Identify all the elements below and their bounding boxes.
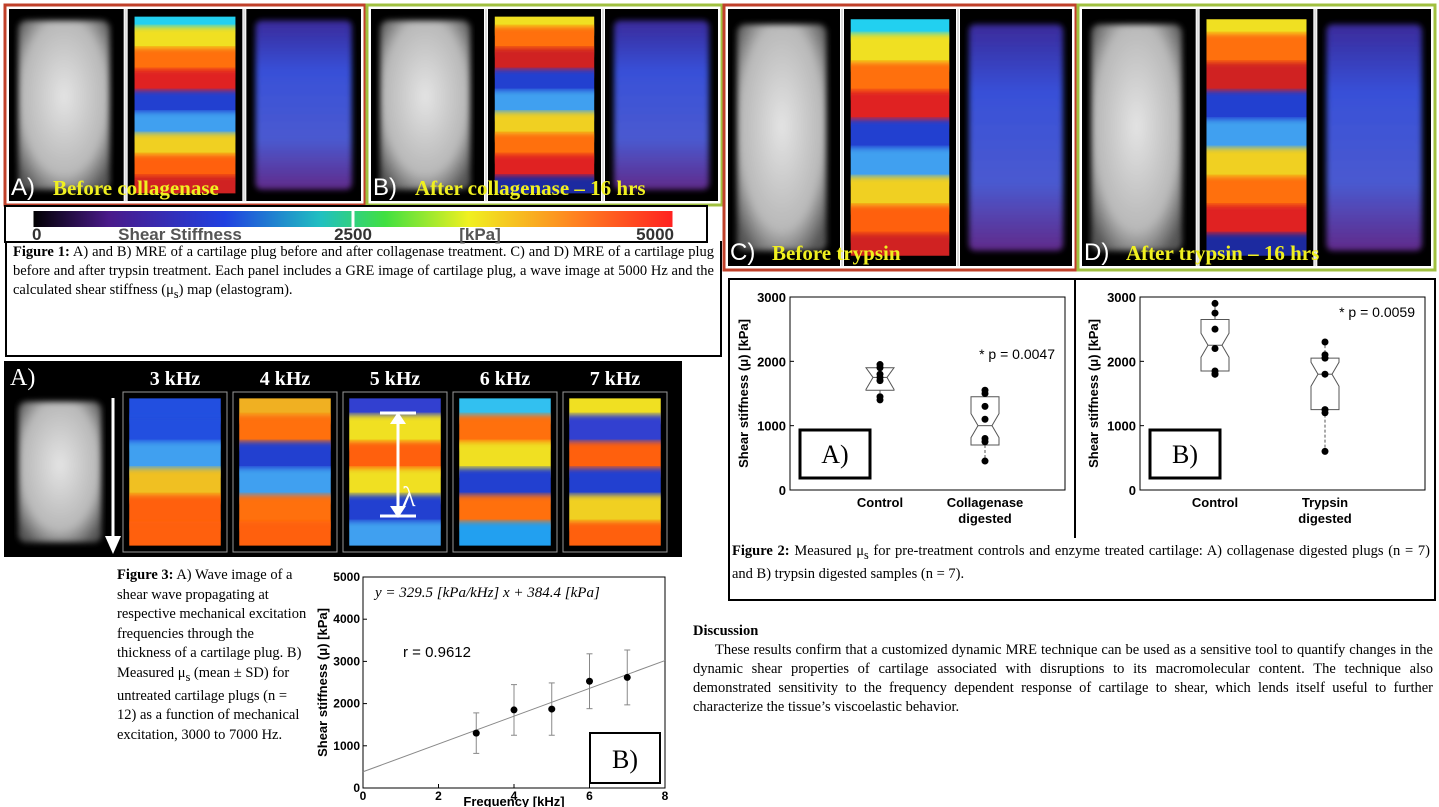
y-tick-label: 1000	[333, 739, 360, 753]
elastogram	[969, 24, 1063, 250]
y-axis-label: Shear stiffness (μ) [kPa]	[315, 608, 330, 757]
frequency-label: 6 kHz	[480, 368, 531, 390]
caption-label: Figure 2:	[732, 543, 790, 559]
panel-label: After trypsin – 16 hrs	[1126, 241, 1319, 265]
frequency-label: 7 kHz	[590, 368, 641, 390]
x-tick-label: 2	[435, 789, 442, 803]
lambda-symbol: λ	[402, 482, 416, 513]
data-point	[511, 706, 518, 713]
data-point	[624, 674, 631, 681]
frequency-label: 3 kHz	[150, 368, 201, 390]
gre-image	[737, 24, 827, 250]
panel-letter: B)	[612, 745, 638, 774]
figure1-caption: Figure 1: A) and B) MRE of a cartilage p…	[5, 241, 722, 357]
x-tick-label: 0	[360, 789, 367, 803]
data-point	[586, 678, 593, 685]
caption-text: Measured μ	[790, 543, 864, 559]
gre-image	[18, 402, 101, 543]
gre-image	[1091, 24, 1182, 250]
wave-image	[1200, 5, 1314, 270]
gre-image	[18, 21, 110, 190]
data-point	[548, 706, 555, 713]
elastogram	[256, 21, 352, 190]
panel-label: After collagenase – 16 hrs	[415, 176, 646, 200]
panel-letter: A)	[10, 365, 35, 391]
panel-letter: A)	[11, 174, 35, 201]
caption-text: A) and B) MRE of a cartilage plug before…	[13, 244, 714, 298]
panel-letter: C)	[730, 239, 755, 266]
page: {"figure1":{"panels":[{"letter":"A)","la…	[0, 0, 1439, 807]
caption-text: ) map (elastogram).	[179, 282, 293, 298]
wave-image	[488, 5, 601, 205]
x-axis-label: Frequency [kHz]	[463, 794, 564, 807]
discussion-title: Discussion	[693, 622, 1433, 641]
y-tick-label: 2000	[333, 697, 360, 711]
discussion-text: These results confirm that a customized …	[693, 641, 1433, 717]
frequency-label: 5 kHz	[370, 368, 421, 390]
caption-label: Figure 3:	[117, 567, 174, 583]
data-point	[473, 730, 480, 737]
y-tick-label: 0	[353, 781, 360, 795]
equation: y = 329.5 [kPa/kHz] x + 384.4 [kPa]	[373, 585, 600, 601]
elastogram	[614, 21, 709, 190]
y-tick-label: 4000	[333, 612, 360, 626]
panel-label: Before collagenase	[53, 176, 219, 200]
panel-letter: D)	[1084, 239, 1109, 266]
figure3-caption: Figure 3: A) Wave image of a shear wave …	[117, 566, 309, 745]
y-tick-label: 3000	[333, 654, 360, 668]
x-tick-label: 8	[662, 789, 669, 803]
r-label: r = 0.9612	[403, 644, 471, 661]
gre-image	[380, 21, 470, 190]
wave-image	[128, 5, 243, 205]
wave-image	[453, 388, 557, 556]
y-tick-label: 5000	[333, 570, 360, 584]
frequency-label: 4 kHz	[260, 368, 311, 390]
wave-image	[563, 388, 667, 556]
elastogram	[1326, 24, 1421, 250]
wave-image	[233, 388, 337, 556]
figure2-caption: Figure 2: Measured μs for pre-treatment …	[732, 542, 1430, 584]
wave-image	[123, 388, 227, 556]
caption-text: A) Wave image of a shear wave propagatin…	[117, 567, 306, 681]
x-tick-label: 6	[586, 789, 593, 803]
panel-label: Before trypsin	[772, 241, 901, 265]
panel-letter: B)	[373, 174, 397, 201]
caption-label: Figure 1:	[13, 244, 70, 260]
wave-image	[844, 5, 956, 270]
